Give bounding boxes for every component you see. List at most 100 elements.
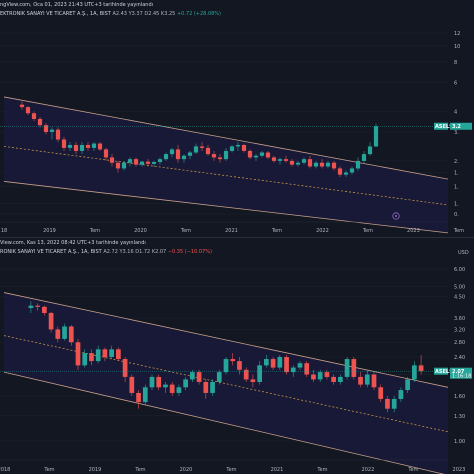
- y-tick-label: 3.60: [454, 316, 465, 322]
- y-tick-label: 3.: [454, 130, 459, 136]
- candle-body: [385, 398, 390, 409]
- y-tick-label: 1.: [454, 171, 459, 177]
- x-tick-label: Tem: [271, 228, 282, 234]
- candle-body: [253, 155, 259, 158]
- candle-body: [145, 161, 151, 164]
- y-tick-label: 6: [454, 80, 457, 86]
- candle-body: [163, 384, 168, 388]
- x-tick-label: 2022: [362, 467, 375, 473]
- candle-body: [129, 376, 135, 393]
- chart-symbol-line: EKTRONIK SANAYI VE TICARET A.Ş., 1A, BIS…: [0, 11, 221, 17]
- candle-body: [241, 144, 247, 151]
- candle-body: [25, 107, 31, 114]
- candle-body: [193, 146, 199, 153]
- candle-body: [319, 162, 325, 167]
- y-tick-label: 2.40: [454, 355, 465, 361]
- channel-lower-line: [3, 181, 449, 234]
- x-tick-label: 18: [1, 228, 7, 234]
- candle-body: [181, 155, 187, 160]
- candle-body: [121, 162, 127, 169]
- candle-body: [79, 144, 85, 151]
- candle-body: [271, 157, 277, 161]
- y-tick-label: 3.20: [454, 327, 465, 333]
- candle-body: [133, 159, 139, 165]
- candle-body: [277, 159, 283, 161]
- candle-body: [338, 376, 343, 382]
- candle-body: [247, 150, 253, 158]
- y-tick-label: 2.: [454, 159, 459, 165]
- y-tick-label: 2.80: [454, 340, 465, 346]
- candle-body: [43, 125, 49, 132]
- candle-body: [187, 152, 193, 156]
- candle-body: [109, 157, 115, 163]
- candle-body: [277, 357, 283, 368]
- candle-body: [35, 305, 40, 307]
- candle-body: [19, 104, 25, 108]
- candle-body: [109, 349, 114, 358]
- candle-body: [82, 353, 88, 366]
- candle-body: [73, 144, 79, 151]
- x-tick-label: 2021: [225, 228, 238, 234]
- candle-body: [295, 162, 301, 165]
- channel-upper-line: [3, 292, 449, 388]
- symbol-name: RONIK SANAYI VE TICARET A.Ş., 1A, BIST: [0, 249, 102, 255]
- candle-body: [344, 359, 350, 377]
- price-badge: [450, 367, 472, 379]
- candle-body: [55, 129, 61, 140]
- candle-body: [373, 126, 379, 147]
- candle-body: [412, 365, 417, 380]
- chart-source-line: View.com, Kas 13, 2022 08:42 UTC+3 tarih…: [0, 240, 146, 246]
- candle-body: [37, 118, 43, 126]
- candle-body: [48, 312, 54, 330]
- y-tick-label: 4: [454, 109, 457, 115]
- candle-body: [371, 374, 377, 388]
- candle-body: [229, 146, 235, 151]
- candle-body: [301, 159, 307, 163]
- candle-body: [264, 359, 269, 366]
- candle-body: [349, 168, 355, 173]
- candle-body: [307, 159, 313, 167]
- candle-body: [127, 159, 133, 163]
- candlestick-chart[interactable]: 12 10 8 6 4 3. 2. 1. 1. 1. 0. ASELS 3.2 18 2019 Tem 2020…: [0, 0, 474, 237]
- candle-body: [331, 162, 337, 169]
- candle-body: [311, 374, 316, 380]
- x-tick-label: 2019: [43, 228, 56, 234]
- symbol-name: EKTRONIK SANAYI VE TICARET A.Ş., 1A, BIS…: [0, 11, 111, 17]
- candle-body: [243, 369, 249, 380]
- candle-body: [223, 359, 229, 373]
- y-tick-label: 8: [454, 60, 457, 66]
- chart-panel-2022: View.com, Kas 13, 2022 08:42 UTC+3 tarih…: [0, 237, 474, 474]
- candle-body: [351, 359, 357, 377]
- candle-body: [163, 154, 169, 160]
- channel-fill: [4, 292, 448, 474]
- event-marker-icon: [392, 212, 400, 220]
- candle-body: [283, 159, 289, 161]
- candle-body: [284, 357, 289, 373]
- candle-body: [317, 372, 323, 380]
- y-tick-label: 0.: [454, 212, 459, 218]
- candle-body: [355, 160, 361, 169]
- candle-body: [211, 154, 217, 158]
- candlestick-chart[interactable]: 6.005.004.503.603.202.802.402.001.601.30…: [0, 238, 474, 474]
- candle-body: [31, 113, 37, 119]
- y-tick-label: 1.: [454, 202, 459, 208]
- candle-body: [62, 326, 67, 339]
- candle-body: [364, 374, 370, 385]
- candle-body: [67, 144, 73, 148]
- price-change: −0.35 (−10.07%): [167, 249, 212, 255]
- candle-body: [210, 381, 215, 393]
- candle-body: [203, 381, 209, 393]
- candle-body: [230, 359, 236, 362]
- channel-upper-line: [3, 96, 449, 180]
- candle-body: [28, 305, 34, 309]
- x-tick-label: Tem: [407, 467, 418, 473]
- symbol-badge-label: ASELS: [435, 124, 453, 130]
- y-tick-label: 6.00: [454, 267, 465, 273]
- x-tick-label: 2020: [180, 467, 193, 473]
- candle-body: [297, 363, 303, 368]
- x-tick-label: 2020: [134, 228, 147, 234]
- candle-body: [361, 154, 367, 161]
- candle-body: [337, 168, 343, 175]
- candle-body: [217, 157, 223, 160]
- x-tick-label: 2023: [453, 467, 466, 473]
